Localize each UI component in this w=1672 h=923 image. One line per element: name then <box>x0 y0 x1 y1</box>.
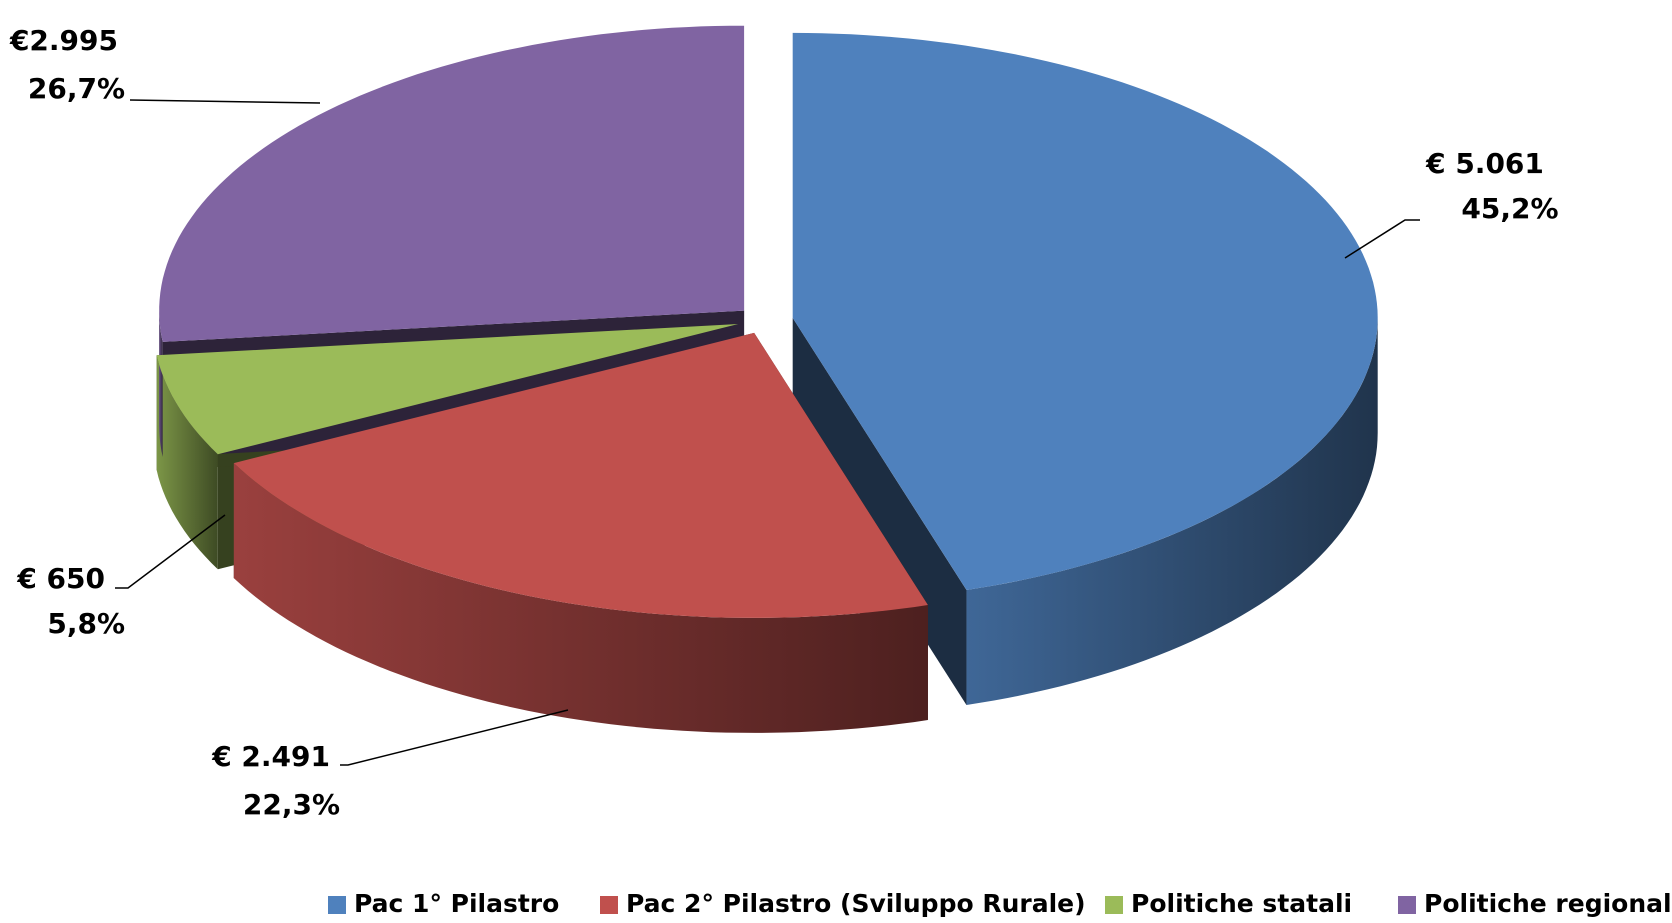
slice <box>792 32 1378 590</box>
legend-swatch <box>328 896 346 914</box>
value-label: € 2.491 <box>211 740 330 773</box>
legend-label: Pac 1° Pilastro <box>354 889 559 918</box>
slice <box>159 25 745 342</box>
slice-side <box>159 310 163 457</box>
leader-line <box>129 99 321 104</box>
leader-line <box>340 709 569 766</box>
legend-label: Politiche regionali <box>1424 889 1672 918</box>
slice <box>156 324 739 455</box>
slice-side <box>233 463 928 733</box>
percent-label: 22,3% <box>243 788 340 821</box>
legend-label: Politiche statali <box>1131 889 1352 918</box>
slice-side <box>156 355 218 570</box>
legend-swatch <box>1105 896 1123 914</box>
legend-swatch <box>600 896 618 914</box>
slice-side <box>966 317 1378 705</box>
slice <box>233 332 928 618</box>
legend-swatch <box>1398 896 1416 914</box>
leader-line <box>1344 219 1420 259</box>
value-label: € 650 <box>16 562 105 595</box>
percent-label: 5,8% <box>47 607 125 640</box>
value-label: €2.995 <box>9 24 118 57</box>
percent-label: 26,7% <box>28 72 125 105</box>
percent-label: 45,2% <box>1461 192 1558 225</box>
legend-label: Pac 2° Pilastro (Sviluppo Rurale) <box>626 889 1086 918</box>
leader-line <box>115 514 226 589</box>
value-label: € 5.061 <box>1425 147 1544 180</box>
